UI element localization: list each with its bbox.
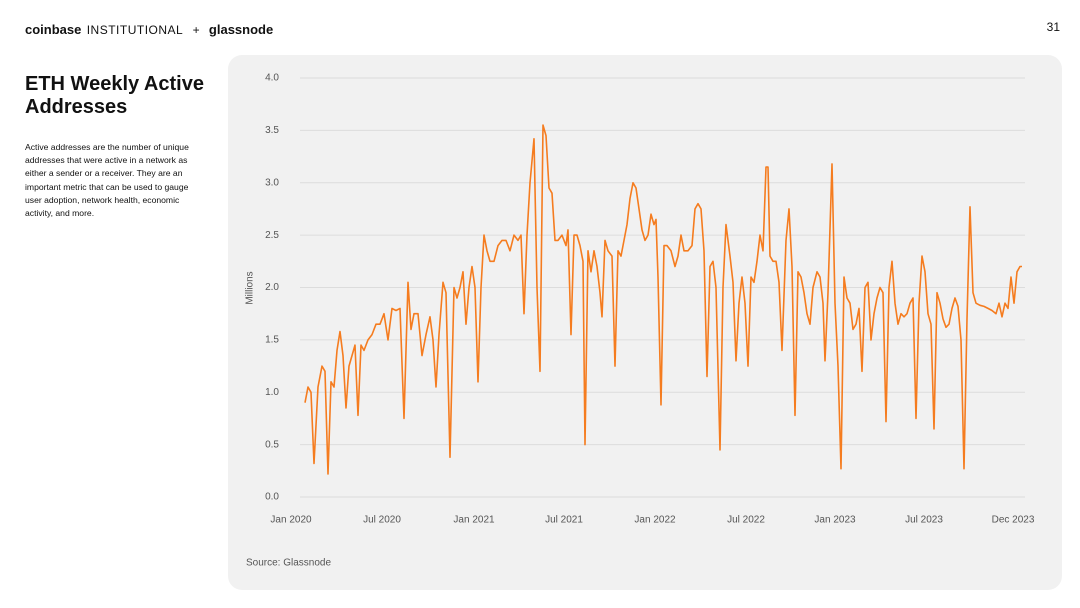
- y-tick-label: 2.5: [265, 230, 279, 241]
- brand: coinbase: [25, 22, 82, 37]
- chart-panel: [228, 55, 1062, 590]
- data-line: [304, 124, 1022, 475]
- x-tick-label: Jul 2020: [363, 515, 401, 526]
- source: Source: Glassnode: [246, 558, 331, 569]
- y-tick-label: 4.0: [265, 73, 279, 84]
- x-tick-label: Jul 2022: [727, 515, 765, 526]
- x-tick-label: Jan 2022: [634, 515, 676, 526]
- description: Active addresses are the number of uniqu…: [25, 142, 189, 219]
- y-tick-label: 0.5: [265, 439, 279, 450]
- brand-suffix: INSTITUTIONAL: [86, 23, 184, 37]
- y-tick-label: 1.0: [265, 387, 279, 398]
- x-tick-label: Jul 2021: [545, 515, 583, 526]
- partner: glassnode: [208, 22, 274, 37]
- page-number: 31: [1046, 20, 1060, 34]
- x-tick-label: Jan 2021: [453, 515, 495, 526]
- x-tick-label: Jul 2023: [905, 515, 943, 526]
- chart-title: ETH Weekly Active Addresses: [25, 73, 204, 118]
- y-tick-label: 2.0: [265, 282, 279, 293]
- header: coinbase INSTITUTIONAL + glassnode: [25, 22, 273, 37]
- x-tick-label: Jan 2020: [270, 515, 312, 526]
- y-axis-label: Millions: [245, 271, 256, 304]
- x-tick-label: Jan 2023: [814, 515, 856, 526]
- y-tick-label: 3.5: [265, 125, 279, 136]
- x-tick-label: Dec 2023: [992, 515, 1035, 526]
- y-tick-label: 0.0: [265, 492, 279, 503]
- y-tick-label: 1.5: [265, 335, 279, 346]
- separator: +: [192, 23, 200, 37]
- y-tick-label: 3.0: [265, 177, 279, 188]
